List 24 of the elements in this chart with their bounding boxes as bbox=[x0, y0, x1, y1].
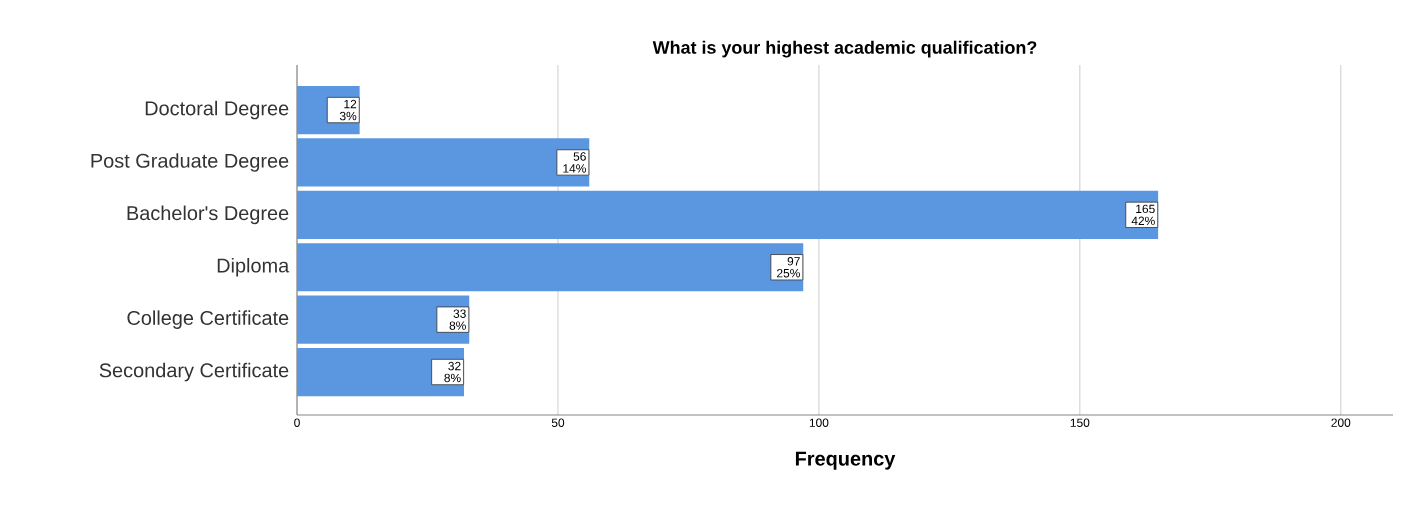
x-tick-label: 0 bbox=[294, 418, 300, 427]
y-tick-label: Bachelor's Degree bbox=[127, 205, 289, 225]
bar bbox=[297, 295, 470, 344]
data-label: 12 3% bbox=[339, 99, 357, 121]
y-tick-label: Doctoral Degree bbox=[145, 100, 289, 120]
y-tick-label: Post Graduate Degree bbox=[91, 153, 289, 172]
x-tick-label: 100 bbox=[809, 418, 829, 427]
y-tick-label: Secondary Certificate bbox=[99, 362, 289, 382]
data-label: 56 14% bbox=[563, 152, 586, 173]
x-tick-label: 200 bbox=[1331, 418, 1351, 427]
x-axis-title: Frequency bbox=[795, 451, 896, 470]
x-tick-label: 150 bbox=[1070, 418, 1090, 427]
chart-title: What is your highest academic qualification? bbox=[652, 40, 1037, 58]
y-tick-label: College Certificate bbox=[127, 310, 289, 329]
bar bbox=[297, 347, 465, 397]
bar bbox=[297, 243, 804, 292]
data-label: 33 8% bbox=[449, 309, 466, 330]
data-label: 165 42% bbox=[1131, 204, 1155, 226]
bar bbox=[297, 138, 590, 187]
x-tick-label: 50 bbox=[551, 418, 565, 427]
data-label: 97 25% bbox=[777, 257, 800, 278]
data-label: 32 8% bbox=[444, 361, 461, 383]
bar bbox=[297, 190, 1159, 239]
y-tick-label: Diploma bbox=[217, 257, 290, 277]
